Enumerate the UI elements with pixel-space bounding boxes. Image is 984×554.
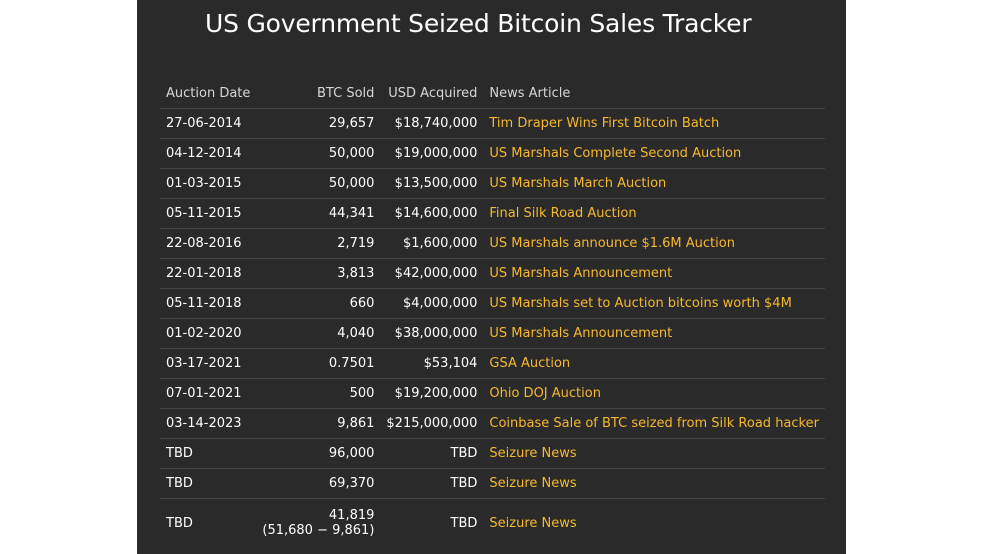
auction-date-cell: 22-08-2016: [160, 228, 257, 259]
news-article-cell: Final Silk Road Auction: [483, 198, 825, 229]
news-article-cell: Ohio DOJ Auction: [483, 378, 825, 409]
page-title: US Government Seized Bitcoin Sales Track…: [205, 9, 752, 38]
btc-sold-cell: 96,000: [256, 438, 381, 469]
btc-sold-cell: 3,813: [256, 258, 381, 289]
auction-date-cell: TBD: [160, 438, 257, 469]
news-article-link[interactable]: Coinbase Sale of BTC seized from Silk Ro…: [489, 416, 819, 431]
table-header-row: Auction Date BTC Sold USD Acquired News …: [160, 78, 825, 109]
table-row: 22-01-2018 3,813 $42,000,000 US Marshals…: [160, 258, 825, 289]
usd-acquired-cell: $1,600,000: [380, 228, 484, 259]
news-article-link[interactable]: US Marshals announce $1.6M Auction: [489, 236, 735, 251]
usd-acquired-cell: $53,104: [380, 348, 484, 379]
news-article-cell: US Marshals Complete Second Auction: [483, 138, 825, 169]
btc-sold-cell: 2,719: [256, 228, 381, 259]
auction-date-cell: 27-06-2014: [160, 108, 257, 139]
auction-date-cell: TBD: [160, 468, 257, 499]
table-row: 01-02-2020 4,040 $38,000,000 US Marshals…: [160, 318, 825, 349]
auction-date-cell: 07-01-2021: [160, 378, 257, 409]
news-article-cell: Coinbase Sale of BTC seized from Silk Ro…: [483, 408, 825, 439]
btc-sold-cell: 9,861: [256, 408, 381, 439]
btc-sold-cell: 69,370: [256, 468, 381, 499]
usd-acquired-cell: $19,200,000: [380, 378, 484, 409]
btc-sold-cell: 50,000: [256, 138, 381, 169]
auction-date-cell: 22-01-2018: [160, 258, 257, 289]
btc-sold-cell: 41,819 (51,680 − 9,861): [256, 499, 380, 548]
column-header-news-article: News Article: [483, 78, 825, 109]
usd-acquired-cell: $19,000,000: [380, 138, 484, 169]
news-article-cell: US Marshals set to Auction bitcoins wort…: [483, 288, 825, 319]
table-row: TBD 96,000 TBD Seizure News: [160, 438, 825, 469]
table-row: TBD 69,370 TBD Seizure News: [160, 468, 825, 499]
content-panel: US Government Seized Bitcoin Sales Track…: [137, 0, 846, 554]
news-article-cell: US Marshals Announcement: [483, 258, 825, 289]
news-article-link[interactable]: US Marshals Announcement: [489, 266, 673, 281]
auction-date-cell: 01-02-2020: [160, 318, 257, 349]
table-row: 03-14-2023 9,861 $215,000,000 Coinbase S…: [160, 408, 825, 439]
auction-date-cell: 03-17-2021: [160, 348, 257, 379]
btc-sold-cell: 44,341: [256, 198, 381, 229]
news-article-link[interactable]: Seizure News: [489, 476, 577, 491]
btc-sold-cell: 500: [256, 378, 381, 409]
news-article-link[interactable]: US Marshals March Auction: [489, 176, 667, 191]
btc-sold-value: 41,819: [328, 508, 375, 523]
news-article-cell: US Marshals announce $1.6M Auction: [483, 228, 825, 259]
auction-date-cell: TBD: [166, 515, 193, 531]
table-row: 07-01-2021 500 $19,200,000 Ohio DOJ Auct…: [160, 378, 825, 409]
news-article-cell: Seizure News: [483, 468, 825, 499]
btc-sold-cell: 50,000: [256, 168, 381, 199]
usd-acquired-cell: $215,000,000: [380, 408, 484, 439]
table-row: 05-11-2018 660 $4,000,000 US Marshals se…: [160, 288, 825, 319]
auction-date-cell: 05-11-2015: [160, 198, 257, 229]
usd-acquired-cell: $18,740,000: [380, 108, 484, 139]
btc-sold-cell: 29,657: [256, 108, 381, 139]
table-row: 22-08-2016 2,719 $1,600,000 US Marshals …: [160, 228, 825, 259]
news-article-link[interactable]: Tim Draper Wins First Bitcoin Batch: [489, 116, 720, 131]
news-article-link[interactable]: GSA Auction: [489, 356, 571, 371]
table-row: 01-03-2015 50,000 $13,500,000 US Marshal…: [160, 168, 825, 199]
usd-acquired-cell: $42,000,000: [380, 258, 484, 289]
column-header-btc-sold: BTC Sold: [256, 78, 381, 109]
news-article-cell: Seizure News: [483, 499, 825, 548]
usd-acquired-cell: TBD: [450, 515, 478, 531]
auction-date-cell: 03-14-2023: [160, 408, 257, 439]
news-article-link[interactable]: US Marshals Complete Second Auction: [489, 146, 742, 161]
table-row: 27-06-2014 29,657 $18,740,000 Tim Draper…: [160, 108, 825, 139]
news-article-link[interactable]: US Marshals Announcement: [489, 326, 673, 341]
news-article-link[interactable]: Seizure News: [489, 515, 577, 531]
auction-date-cell: 04-12-2014: [160, 138, 257, 169]
usd-acquired-cell: $13,500,000: [380, 168, 484, 199]
column-header-auction-date: Auction Date: [160, 78, 257, 109]
news-article-cell: Seizure News: [483, 438, 825, 469]
news-article-link[interactable]: Final Silk Road Auction: [489, 206, 637, 221]
news-article-cell: Tim Draper Wins First Bitcoin Batch: [483, 108, 825, 139]
table-row: 04-12-2014 50,000 $19,000,000 US Marshal…: [160, 138, 825, 169]
column-header-usd-acquired: USD Acquired: [380, 78, 484, 109]
news-article-cell: US Marshals March Auction: [483, 168, 825, 199]
news-article-link[interactable]: US Marshals set to Auction bitcoins wort…: [489, 296, 792, 311]
news-article-cell: GSA Auction: [483, 348, 825, 379]
bitcoin-sales-table: Auction Date BTC Sold USD Acquired News …: [160, 78, 825, 547]
btc-sold-cell: 4,040: [256, 318, 381, 349]
news-article-link[interactable]: Ohio DOJ Auction: [489, 386, 601, 401]
usd-acquired-cell: $14,600,000: [380, 198, 484, 229]
usd-acquired-cell: $38,000,000: [380, 318, 484, 349]
news-article-cell: US Marshals Announcement: [483, 318, 825, 349]
table-row: 03-17-2021 0.7501 $53,104 GSA Auction: [160, 348, 825, 379]
usd-acquired-cell: TBD: [380, 468, 484, 499]
usd-acquired-cell: $4,000,000: [380, 288, 484, 319]
table-row: TBD 41,819 (51,680 − 9,861) TBD Seizure …: [160, 499, 825, 548]
auction-date-cell: 01-03-2015: [160, 168, 257, 199]
auction-date-cell: 05-11-2018: [160, 288, 257, 319]
btc-sold-cell: 0.7501: [256, 348, 381, 379]
news-article-link[interactable]: Seizure News: [489, 446, 577, 461]
table-row: 05-11-2015 44,341 $14,600,000 Final Silk…: [160, 198, 825, 229]
usd-acquired-cell: TBD: [380, 438, 484, 469]
btc-sold-cell: 660: [256, 288, 381, 319]
btc-sold-calculation-note: (51,680 − 9,861): [262, 523, 375, 538]
